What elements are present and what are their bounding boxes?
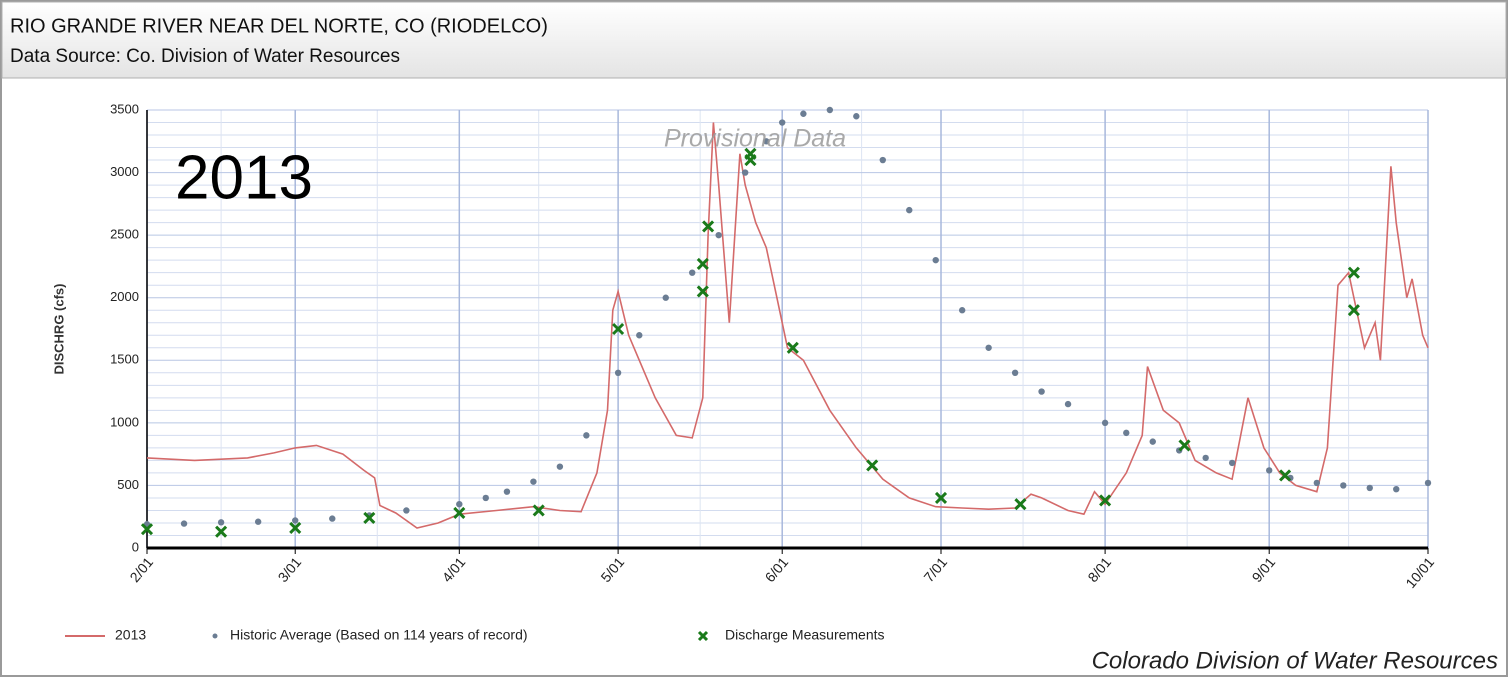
measurement-marker bbox=[786, 341, 799, 354]
measurement-marker bbox=[612, 322, 625, 336]
average-dot bbox=[1366, 484, 1373, 492]
average-dot bbox=[503, 488, 511, 495]
year-annotation: 2013 bbox=[175, 143, 313, 212]
measurement-marker bbox=[363, 511, 376, 525]
measurement-marker bbox=[744, 147, 757, 160]
average-dot bbox=[906, 206, 913, 214]
measurement-marker bbox=[140, 523, 154, 536]
average-dot bbox=[636, 332, 643, 339]
chart-subtitle: Data Source: Co. Division of Water Resou… bbox=[10, 46, 400, 67]
average-dot bbox=[456, 501, 463, 508]
measurement-marker bbox=[702, 220, 715, 233]
average-dot bbox=[292, 517, 299, 524]
measurement-marker bbox=[866, 459, 879, 472]
y-tick-label: 0 bbox=[132, 539, 139, 554]
legend-label: 2013 bbox=[115, 627, 146, 643]
average-dot bbox=[741, 169, 749, 176]
average-dot bbox=[1149, 438, 1156, 445]
legend: 2013 Historic Average (Based on 114 years… bbox=[65, 627, 885, 643]
average-dot bbox=[403, 507, 410, 514]
average-dot bbox=[932, 256, 939, 264]
measurement-marker bbox=[289, 521, 302, 535]
average-dot bbox=[763, 138, 770, 145]
measurement-marker bbox=[1178, 439, 1191, 452]
plot-background bbox=[147, 110, 1428, 548]
average-dot bbox=[482, 494, 489, 502]
y-tick-label: 500 bbox=[117, 477, 139, 492]
average-dot bbox=[1101, 419, 1109, 427]
average-dot bbox=[879, 156, 886, 164]
average-dot bbox=[1393, 485, 1400, 493]
average-dot bbox=[180, 520, 188, 527]
average-dot bbox=[689, 269, 696, 276]
y-tick-label: 1500 bbox=[110, 352, 139, 367]
average-dot bbox=[1265, 467, 1273, 474]
average-dot bbox=[1038, 388, 1045, 395]
legend-swatch bbox=[697, 630, 709, 642]
average-dot bbox=[662, 294, 669, 301]
measurement-marker bbox=[696, 257, 709, 270]
header bbox=[1, 1, 1507, 79]
measurement-marker bbox=[1279, 469, 1292, 482]
average-dot bbox=[1424, 479, 1432, 487]
y-tick-label: 2500 bbox=[110, 227, 139, 242]
average-dot bbox=[1313, 479, 1321, 487]
y-tick-label: 3500 bbox=[110, 101, 139, 116]
average-dot bbox=[329, 515, 336, 522]
legend-label: Historic Average (Based on 114 years of … bbox=[230, 627, 528, 643]
average-dot bbox=[800, 110, 807, 117]
measurement-marker bbox=[1014, 498, 1027, 511]
measurement-marker bbox=[215, 525, 228, 538]
legend-swatch bbox=[212, 633, 218, 639]
average-dot bbox=[614, 369, 622, 376]
average-dot bbox=[1228, 459, 1236, 467]
average-dot bbox=[1123, 429, 1130, 437]
y-tick-label: 2000 bbox=[110, 289, 139, 304]
footer: Colorado Division of Water Resources bbox=[1092, 647, 1498, 674]
average-dot bbox=[530, 478, 537, 485]
y-axis-label: DISCHRG (cfs) bbox=[51, 283, 66, 374]
y-tick-label: 1000 bbox=[110, 414, 139, 429]
watermark: Provisional Data bbox=[664, 125, 846, 153]
average-dot bbox=[583, 432, 590, 439]
average-dot bbox=[985, 344, 992, 351]
average-dot bbox=[1340, 482, 1347, 489]
measurement-marker bbox=[453, 506, 466, 520]
average-dot bbox=[826, 106, 834, 114]
chart-title: RIO GRANDE RIVER NEAR DEL NORTE, CO (RIO… bbox=[10, 15, 548, 37]
average-dot bbox=[254, 518, 262, 525]
average-dot bbox=[1064, 400, 1072, 408]
average-dot bbox=[1202, 454, 1209, 462]
average-dot bbox=[715, 231, 722, 239]
measurement-marker bbox=[1347, 266, 1360, 279]
average-dot bbox=[556, 463, 564, 470]
measurement-marker bbox=[934, 491, 948, 505]
average-dot bbox=[853, 113, 860, 120]
average-dot bbox=[1011, 369, 1019, 376]
legend-label: Discharge Measurements bbox=[725, 627, 885, 643]
measurement-marker bbox=[1099, 494, 1112, 507]
average-dot bbox=[958, 307, 966, 314]
measurement-marker bbox=[532, 504, 545, 517]
measurement-marker bbox=[696, 285, 709, 298]
average-dot bbox=[217, 519, 225, 526]
average-dot bbox=[779, 119, 786, 126]
y-tick-label: 3000 bbox=[110, 164, 139, 179]
measurement-marker bbox=[1347, 304, 1360, 317]
